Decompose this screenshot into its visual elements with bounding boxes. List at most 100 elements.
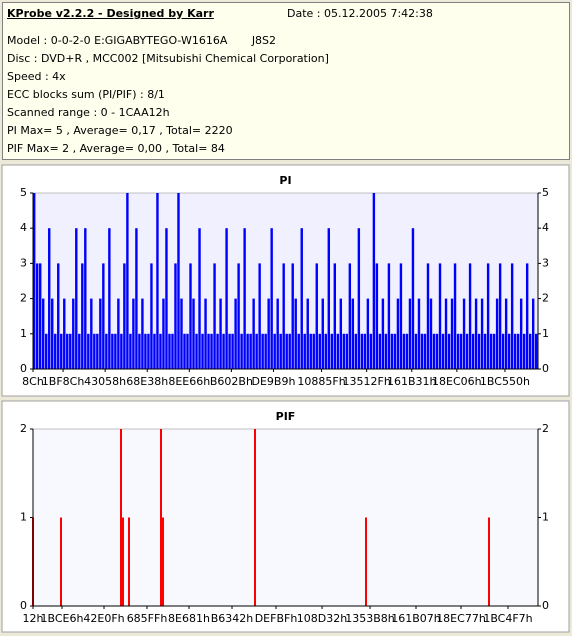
bar [216, 333, 219, 369]
bar [195, 333, 198, 369]
bar [315, 263, 318, 369]
bar [402, 333, 406, 369]
bar [258, 263, 261, 369]
y-tick-label: 0 [20, 599, 27, 612]
bar [360, 333, 364, 369]
bar [90, 298, 93, 369]
bar [291, 263, 294, 369]
bar [456, 333, 460, 369]
bar [357, 228, 361, 369]
y-tick-label: 0 [20, 362, 27, 375]
info-line: Speed : 4x [7, 70, 66, 83]
bar [519, 298, 523, 369]
bar [488, 517, 490, 606]
bar [462, 298, 466, 369]
info-line: Scanned range : 0 - 1CAA12h [7, 106, 170, 119]
bar [453, 263, 457, 369]
bar [447, 333, 451, 369]
bar [96, 333, 99, 369]
bar [534, 333, 538, 369]
bar [279, 333, 282, 369]
x-tick-label: DE9B9h [252, 375, 296, 388]
bar [267, 298, 270, 369]
chart-title: PI [279, 174, 291, 187]
x-tick-label: 1BC4F7h [483, 612, 532, 625]
bar [285, 333, 288, 369]
bar [327, 228, 330, 369]
y-tick-label-right: 1 [542, 511, 549, 524]
bar [102, 263, 105, 369]
bar [414, 333, 418, 369]
bar [168, 333, 171, 369]
x-tick-label: 13512Fh [343, 375, 391, 388]
bar [450, 298, 454, 369]
bar [213, 263, 216, 369]
y-tick-label-right: 2 [542, 422, 549, 435]
bar [306, 298, 309, 369]
bar [276, 298, 279, 369]
y-tick-label: 2 [20, 292, 27, 305]
bar [282, 263, 285, 369]
bar [366, 298, 370, 369]
bar [297, 333, 300, 369]
y-tick-label: 4 [20, 221, 27, 234]
y-tick-label-right: 1 [542, 327, 549, 340]
x-tick-label: 1BF8Ch [42, 375, 85, 388]
bar [57, 263, 60, 369]
x-tick-label: 1BCE6h [41, 612, 84, 625]
bar [513, 333, 517, 369]
y-tick-label-right: 3 [542, 256, 549, 269]
x-tick-label: 18EC77h [436, 612, 486, 625]
bar [444, 298, 448, 369]
bar [138, 333, 141, 369]
x-tick-label: 8EE66h [168, 375, 210, 388]
plot-area [32, 428, 539, 607]
bar [492, 333, 496, 369]
bar [33, 193, 36, 369]
bar [474, 298, 478, 369]
bar [231, 333, 234, 369]
bar [201, 333, 204, 369]
bar [345, 333, 349, 369]
bar [122, 517, 124, 606]
bar [516, 333, 520, 369]
x-tick-label: 1353B8h [345, 612, 395, 625]
bar [240, 333, 243, 369]
bar [375, 263, 379, 369]
bar [420, 333, 424, 369]
x-tick-label: 42E0Fh [83, 612, 124, 625]
app-title: KProbe v2.2.2 - Designed by Karr [7, 7, 214, 20]
bar [531, 298, 535, 369]
bar [384, 333, 388, 369]
bar [288, 333, 291, 369]
bar [180, 298, 183, 369]
info-line: PI Max= 5 , Average= 0,17 , Total= 2220 [7, 124, 233, 137]
bar [264, 333, 267, 369]
bar [309, 333, 312, 369]
bar [486, 263, 490, 369]
info-line: PIF Max= 2 , Average= 0,00 , Total= 84 [7, 142, 225, 155]
bar [378, 333, 382, 369]
x-tick-label: 43058h [84, 375, 126, 388]
bar [381, 298, 385, 369]
info-panel: KProbe v2.2.2 - Designed by Karr Date : … [2, 2, 570, 160]
bar [495, 298, 499, 369]
y-tick-label: 5 [20, 186, 27, 199]
bar [48, 228, 51, 369]
bar [36, 263, 39, 369]
bar [522, 333, 526, 369]
bar [435, 333, 439, 369]
bar [342, 333, 346, 369]
x-tick-label: 685FFh [127, 612, 168, 625]
bar [507, 333, 511, 369]
bar [219, 298, 222, 369]
bar [441, 333, 445, 369]
bar [210, 333, 213, 369]
bar [177, 193, 180, 369]
bar [504, 298, 508, 369]
bar [254, 429, 256, 606]
bar [66, 333, 69, 369]
bar [390, 333, 394, 369]
bar [396, 298, 400, 369]
